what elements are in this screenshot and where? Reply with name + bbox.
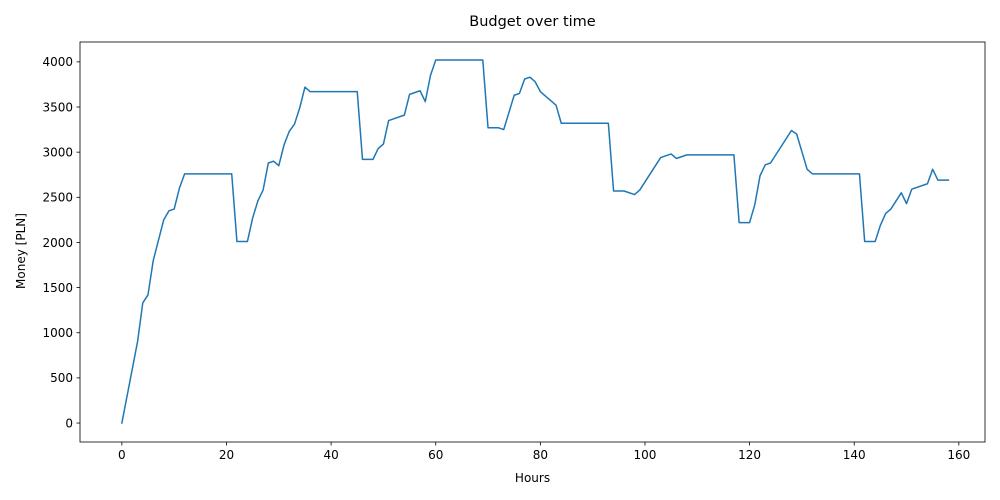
y-tick-label: 3000 [42,145,73,159]
x-axis: 0 20 40 60 80 100 120 140 160 [118,442,970,462]
series-line-0 [120,59,950,424]
x-tick-label: 0 [118,448,126,462]
y-tick-label: 0 [65,416,73,430]
chart-title: Budget over time [469,14,596,30]
y-tick-label: 2500 [42,191,73,205]
y-tick-label: 3500 [42,100,73,114]
x-tick-label: 100 [634,448,657,462]
y-axis: 0 500 1000 1500 2000 2500 3000 3500 4000 [42,55,80,430]
y-tick-label: 4000 [42,55,73,69]
y-tick-label: 2000 [42,236,73,250]
y-tick-label: 500 [50,371,73,385]
x-tick-label: 60 [428,448,443,462]
axes-frame [79,41,986,443]
x-tick-label: 160 [947,448,970,462]
x-tick-label: 120 [738,448,761,462]
x-axis-title: Hours [515,471,550,485]
y-tick-label: 1500 [42,281,73,295]
x-tick-label: 20 [219,448,234,462]
x-tick-label: 40 [323,448,338,462]
y-axis-title: Money [PLN] [14,213,28,289]
x-tick-label: 80 [533,448,548,462]
y-tick-label: 1000 [42,326,73,340]
plot-area [79,41,986,443]
x-tick-label: 140 [843,448,866,462]
